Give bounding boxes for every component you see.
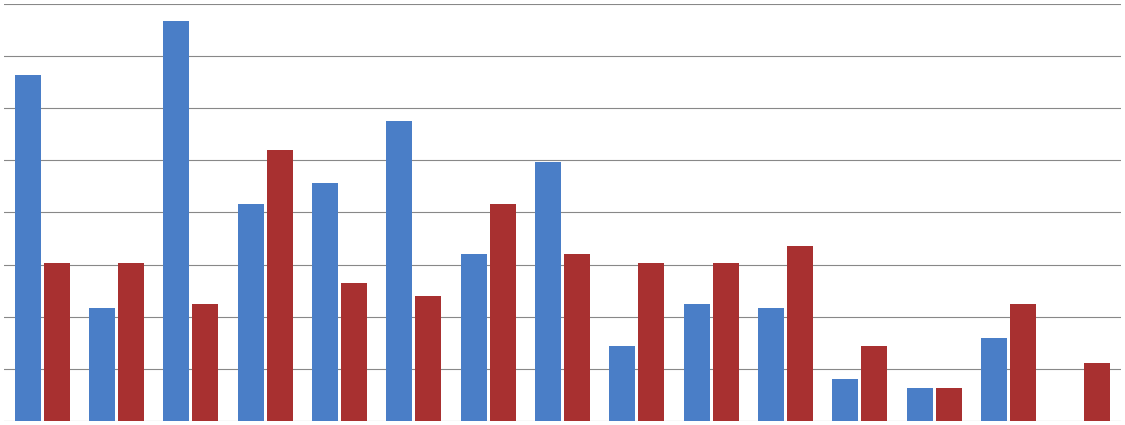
- Bar: [788, 246, 813, 421]
- Bar: [981, 337, 1007, 421]
- Bar: [89, 308, 115, 421]
- Bar: [341, 283, 367, 421]
- Bar: [1010, 304, 1036, 421]
- Bar: [415, 296, 441, 421]
- Bar: [15, 75, 40, 421]
- Bar: [1084, 363, 1110, 421]
- Bar: [610, 346, 636, 421]
- Bar: [832, 379, 858, 421]
- Bar: [684, 304, 710, 421]
- Bar: [192, 304, 218, 421]
- Bar: [758, 308, 784, 421]
- Bar: [638, 263, 665, 421]
- Bar: [460, 254, 487, 421]
- Bar: [712, 263, 739, 421]
- Bar: [237, 204, 263, 421]
- Bar: [564, 254, 590, 421]
- Bar: [936, 388, 962, 421]
- Bar: [163, 21, 189, 421]
- Bar: [312, 183, 337, 421]
- Bar: [489, 204, 515, 421]
- Bar: [386, 121, 413, 421]
- Bar: [118, 263, 144, 421]
- Bar: [907, 388, 933, 421]
- Bar: [267, 150, 292, 421]
- Bar: [862, 346, 888, 421]
- Bar: [44, 263, 70, 421]
- Bar: [536, 162, 561, 421]
